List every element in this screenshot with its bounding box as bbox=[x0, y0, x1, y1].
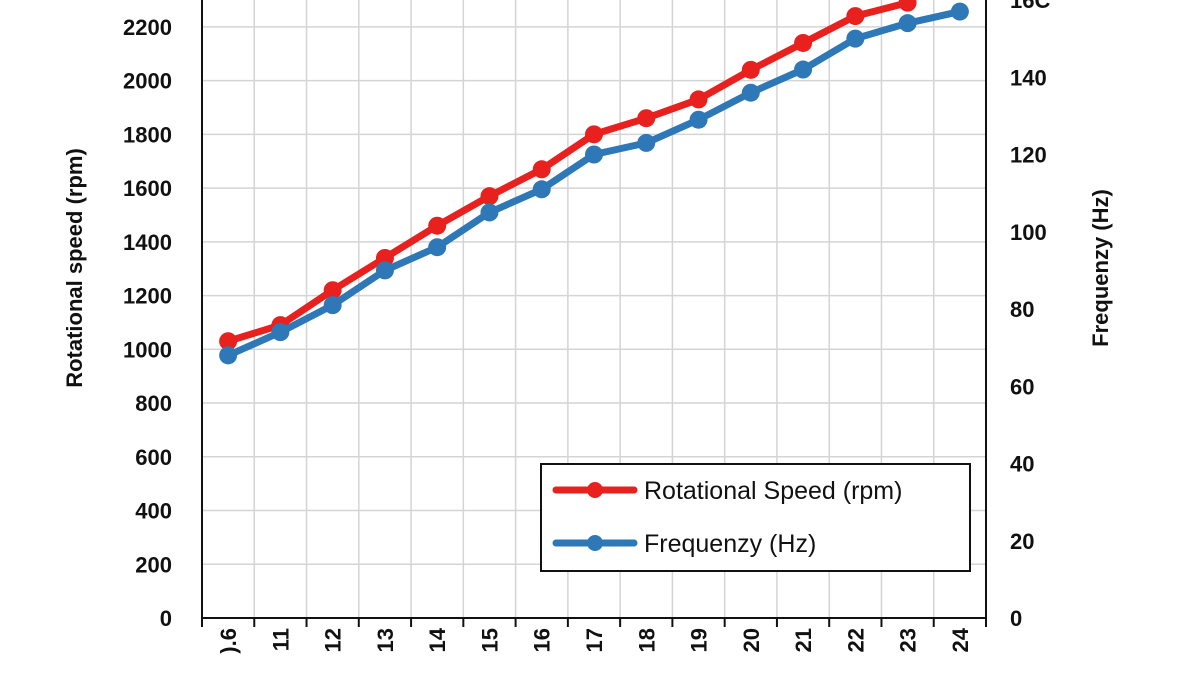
y2-tick-label: 20 bbox=[1010, 529, 1034, 554]
data-point-rotational-speed bbox=[637, 109, 656, 128]
y2-axis-title: Frequenzy (Hz) bbox=[1088, 189, 1113, 347]
y2-tick-label: 60 bbox=[1010, 374, 1034, 399]
axes bbox=[201, 0, 987, 627]
x-tick-label: 14 bbox=[425, 627, 450, 652]
data-point-frequenzy bbox=[219, 346, 238, 365]
data-point-frequenzy bbox=[689, 110, 708, 129]
y2-tick-label: 100 bbox=[1010, 220, 1047, 245]
y2-tick-label: 80 bbox=[1010, 297, 1034, 322]
series-line-rotational-speed bbox=[224, 0, 912, 345]
legend: Rotational Speed (rpm) Frequenzy (Hz) bbox=[540, 463, 971, 572]
data-point-rotational-speed bbox=[323, 281, 342, 300]
data-point-frequenzy bbox=[637, 133, 656, 152]
data-point-frequenzy bbox=[428, 238, 447, 257]
y-tick-label: 1200 bbox=[123, 284, 172, 309]
x-tick-label: 23 bbox=[896, 628, 921, 652]
x-tick-label: 11 bbox=[268, 628, 293, 651]
data-point-frequenzy bbox=[741, 83, 760, 102]
y-tick-label: 1000 bbox=[123, 337, 172, 362]
x-tick-label: 18 bbox=[634, 628, 659, 652]
data-point-frequenzy bbox=[950, 2, 969, 21]
data-point-rotational-speed bbox=[794, 33, 813, 52]
data-point-frequenzy bbox=[323, 296, 342, 315]
data-point-frequenzy bbox=[271, 323, 290, 342]
data-point-rotational-speed bbox=[741, 60, 760, 79]
x-tick-label: 21 bbox=[791, 628, 816, 652]
y2-tick-label: 0 bbox=[1010, 606, 1022, 631]
legend-marker-rotational-speed bbox=[587, 482, 603, 498]
data-point-rotational-speed bbox=[480, 187, 499, 206]
y-tick-label: 2000 bbox=[123, 69, 172, 94]
data-point-rotational-speed bbox=[428, 216, 447, 235]
legend-label-frequenzy: Frequenzy (Hz) bbox=[644, 530, 816, 558]
data-point-frequenzy bbox=[846, 29, 865, 48]
legend-marker-frequenzy bbox=[587, 535, 603, 551]
y2-tick-label: 40 bbox=[1010, 452, 1034, 477]
x-tick-label: 22 bbox=[843, 628, 868, 652]
y-tick-label: 200 bbox=[135, 552, 172, 577]
legend-box bbox=[540, 463, 971, 572]
x-tick-label: 15 bbox=[477, 628, 502, 652]
x-tick-label: ).6 bbox=[216, 628, 241, 654]
series-layer bbox=[219, 0, 969, 365]
data-point-frequenzy bbox=[480, 203, 499, 222]
data-point-frequenzy bbox=[898, 14, 917, 33]
data-point-rotational-speed bbox=[689, 90, 708, 109]
y-tick-label: 800 bbox=[135, 391, 172, 416]
x-tick-label: 19 bbox=[687, 628, 712, 652]
y-tick-label: 1800 bbox=[123, 122, 172, 147]
data-point-rotational-speed bbox=[375, 248, 394, 267]
x-tick-label: 20 bbox=[739, 628, 764, 652]
data-point-frequenzy bbox=[532, 180, 551, 199]
data-point-rotational-speed bbox=[846, 7, 865, 26]
y-tick-label: 600 bbox=[135, 445, 172, 470]
y2-tick-label: 140 bbox=[1010, 65, 1047, 90]
x-tick-label: 24 bbox=[948, 627, 973, 652]
data-point-rotational-speed bbox=[219, 332, 238, 351]
data-point-rotational-speed bbox=[585, 125, 603, 144]
data-point-frequenzy bbox=[585, 145, 603, 164]
y-tick-label: 1600 bbox=[123, 176, 172, 201]
y-tick-label: 2200 bbox=[123, 15, 172, 40]
y-tick-label: 400 bbox=[135, 499, 172, 524]
y-tick-label: 0 bbox=[160, 606, 172, 631]
y2-tick-label: 120 bbox=[1010, 143, 1047, 168]
tick-labels: 0200400600800100012001400160018002000220… bbox=[123, 0, 1050, 654]
x-tick-label: 16 bbox=[530, 628, 555, 652]
x-tick-label: 13 bbox=[373, 628, 398, 652]
data-point-frequenzy bbox=[794, 60, 813, 79]
y-tick-label: 1400 bbox=[123, 230, 172, 255]
data-point-rotational-speed bbox=[532, 160, 551, 179]
y2-tick-label: 16C bbox=[1010, 0, 1050, 13]
x-tick-label: 17 bbox=[582, 628, 607, 652]
data-point-rotational-speed bbox=[898, 0, 917, 12]
x-tick-label: 12 bbox=[321, 628, 346, 652]
data-point-frequenzy bbox=[375, 261, 394, 280]
legend-label-rotational-speed: Rotational Speed (rpm) bbox=[644, 477, 902, 505]
y-axis-title: Rotational speed (rpm) bbox=[62, 148, 87, 388]
